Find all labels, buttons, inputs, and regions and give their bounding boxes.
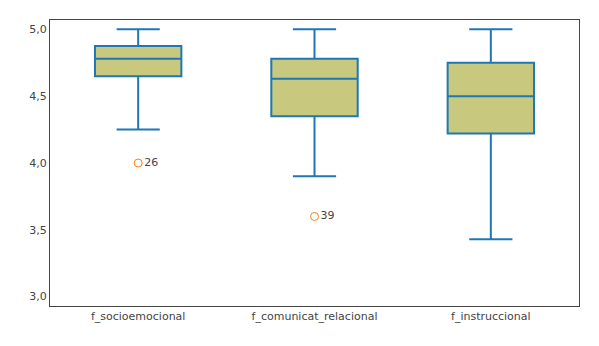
svg-text:39: 39 bbox=[321, 209, 335, 222]
svg-text:f_comunicat_relacional: f_comunicat_relacional bbox=[252, 310, 378, 323]
svg-text:3,0: 3,0 bbox=[29, 290, 47, 303]
svg-text:f_instruccional: f_instruccional bbox=[451, 310, 531, 323]
svg-text:3,5: 3,5 bbox=[29, 224, 47, 237]
svg-text:4,5: 4,5 bbox=[29, 90, 47, 103]
svg-text:4,0: 4,0 bbox=[29, 157, 47, 170]
svg-text:f_socioemocional: f_socioemocional bbox=[91, 310, 185, 323]
svg-text:26: 26 bbox=[144, 156, 158, 169]
svg-text:5,0: 5,0 bbox=[29, 23, 47, 36]
